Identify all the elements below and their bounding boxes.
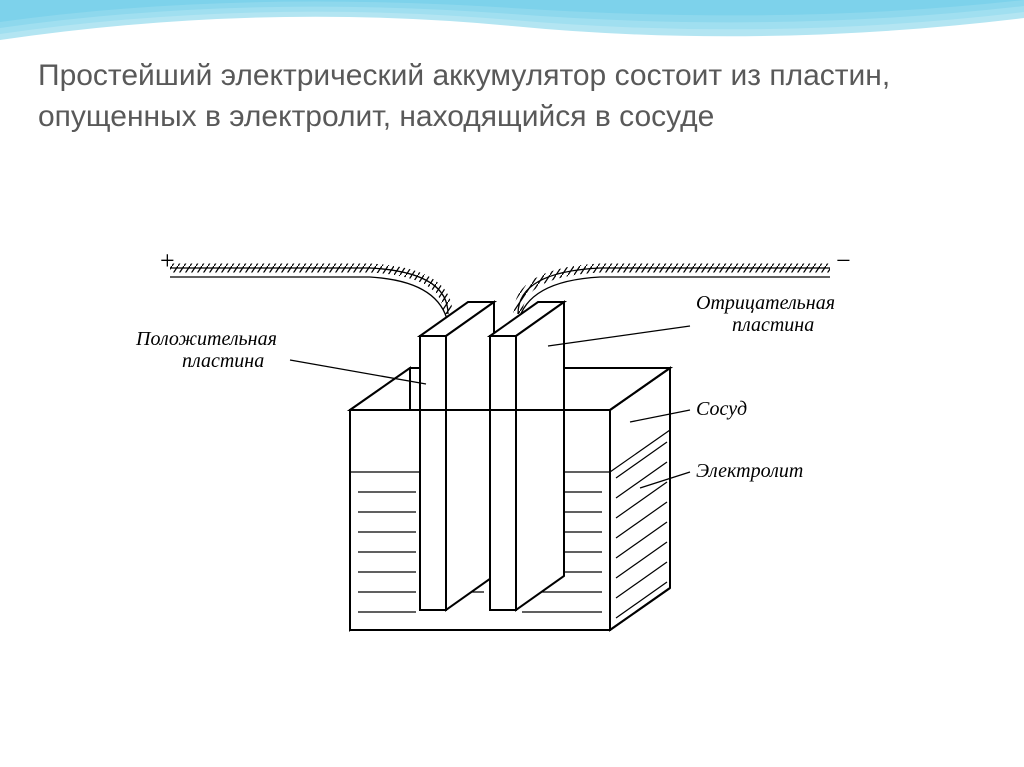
negative-plate-shape bbox=[490, 302, 564, 610]
header-wave bbox=[0, 0, 1024, 60]
electrolyte-label: Электролит bbox=[696, 460, 803, 483]
plus-label: + bbox=[160, 246, 175, 276]
negative-plate-label-l1: Отрицательная bbox=[696, 292, 835, 315]
negative-plate-label-l2: пластина bbox=[732, 314, 814, 337]
page-title: Простейший электрический аккумулятор сос… bbox=[38, 56, 978, 137]
positive-plate-shape bbox=[420, 302, 494, 610]
minus-label: − bbox=[836, 246, 851, 276]
positive-plate-label-l2: пластина bbox=[182, 350, 264, 373]
positive-plate-label-l1: Положительная bbox=[136, 328, 277, 351]
battery-diagram: + − Положительная пластина Отрицательная… bbox=[130, 230, 890, 690]
vessel-label: Сосуд bbox=[696, 398, 747, 421]
